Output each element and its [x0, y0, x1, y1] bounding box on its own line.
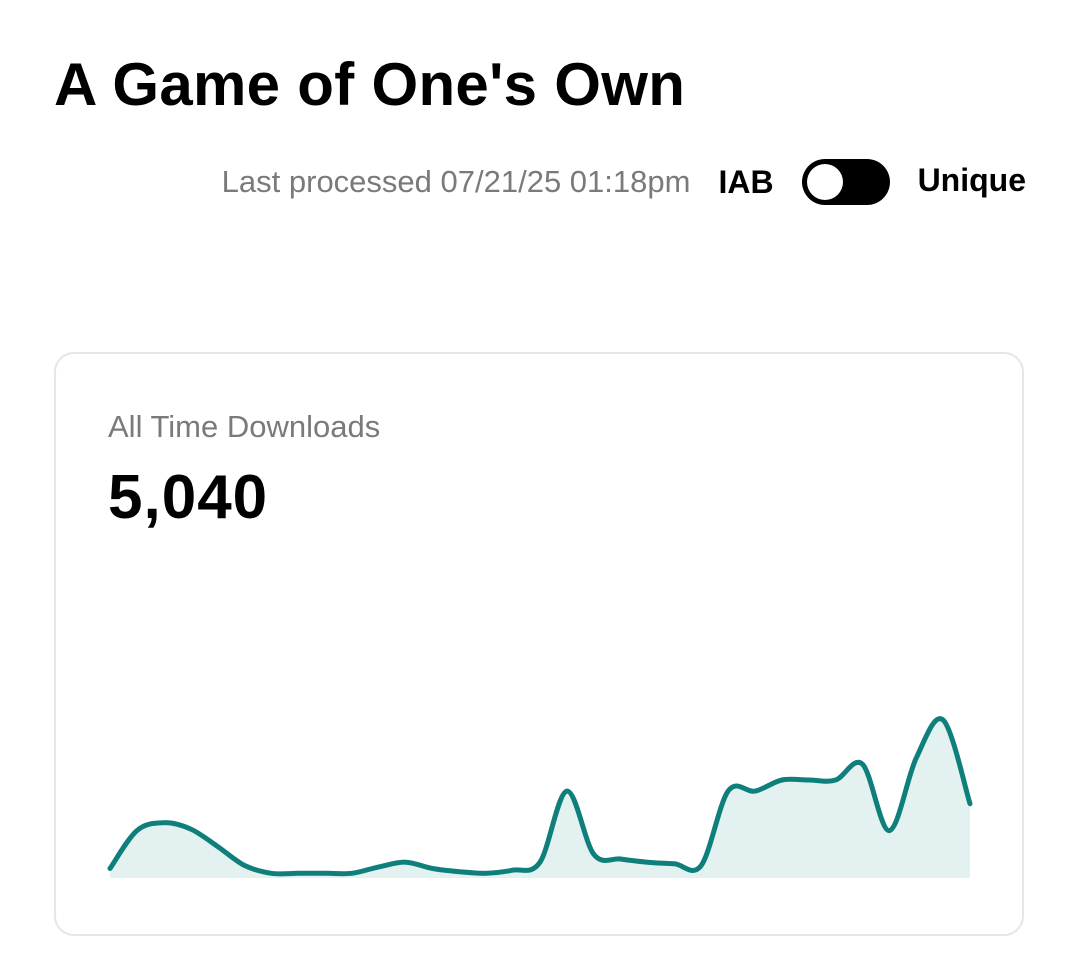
sparkline-point-4: [214, 842, 222, 850]
sparkline-line: [107, 716, 973, 877]
header-meta-row: Last processed 07/21/25 01:18pm IAB Uniq…: [222, 158, 1026, 206]
sparkline-point-28: [859, 760, 867, 768]
downloads-value: 5,040: [108, 463, 269, 532]
sparkline-point-9: [348, 869, 356, 877]
sparkline-point-32: [966, 800, 974, 808]
downloads-label: All Time Downloads: [108, 409, 381, 444]
sparkline-point-1: [133, 827, 141, 835]
sparkline-point-19: [617, 855, 625, 863]
downloads-sparkline: [106, 716, 974, 878]
sparkline-point-22: [697, 861, 705, 869]
sparkline-point-17: [563, 787, 571, 795]
sparkline-point-21: [670, 860, 678, 868]
sparkline-point-12: [429, 865, 437, 873]
sparkline-point-26: [805, 776, 813, 784]
sparkline-point-13: [455, 868, 463, 876]
toggle-label-iab[interactable]: IAB: [718, 163, 774, 200]
sparkline-point-11: [402, 858, 410, 866]
iab-unique-toggle[interactable]: [801, 159, 890, 205]
sparkline-point-24: [751, 787, 759, 795]
sparkline-point-8: [321, 869, 329, 877]
sparkline-point-27: [832, 776, 840, 784]
sparkline-point-2: [160, 819, 168, 827]
sparkline-point-10: [375, 863, 383, 871]
sparkline-point-15: [509, 866, 517, 874]
sparkline-point-3: [187, 825, 195, 833]
sparkline-point-25: [778, 776, 786, 784]
sparkline-point-5: [240, 861, 248, 869]
sparkline-point-30: [912, 754, 920, 762]
toggle-label-unique[interactable]: Unique: [917, 161, 1026, 198]
sparkline-point-18: [590, 850, 598, 858]
sparkline-point-16: [536, 858, 544, 866]
last-processed-text: Last processed 07/21/25 01:18pm: [221, 164, 691, 199]
sparkline-point-14: [482, 869, 490, 877]
sparkline-point-23: [724, 787, 732, 795]
sparkline-point-7: [294, 869, 302, 877]
toggle-knob: [806, 164, 843, 200]
sparkline-point-6: [267, 869, 275, 877]
sparkline-point-20: [644, 858, 652, 866]
sparkline-point-31: [939, 716, 947, 724]
page-title: A Game of One's Own: [54, 51, 686, 118]
all-time-downloads-card: All Time Downloads 5,040: [54, 352, 1024, 936]
sparkline-point-29: [885, 827, 893, 835]
sparkline-point-0: [106, 865, 114, 873]
sparkline-area: [110, 718, 970, 878]
